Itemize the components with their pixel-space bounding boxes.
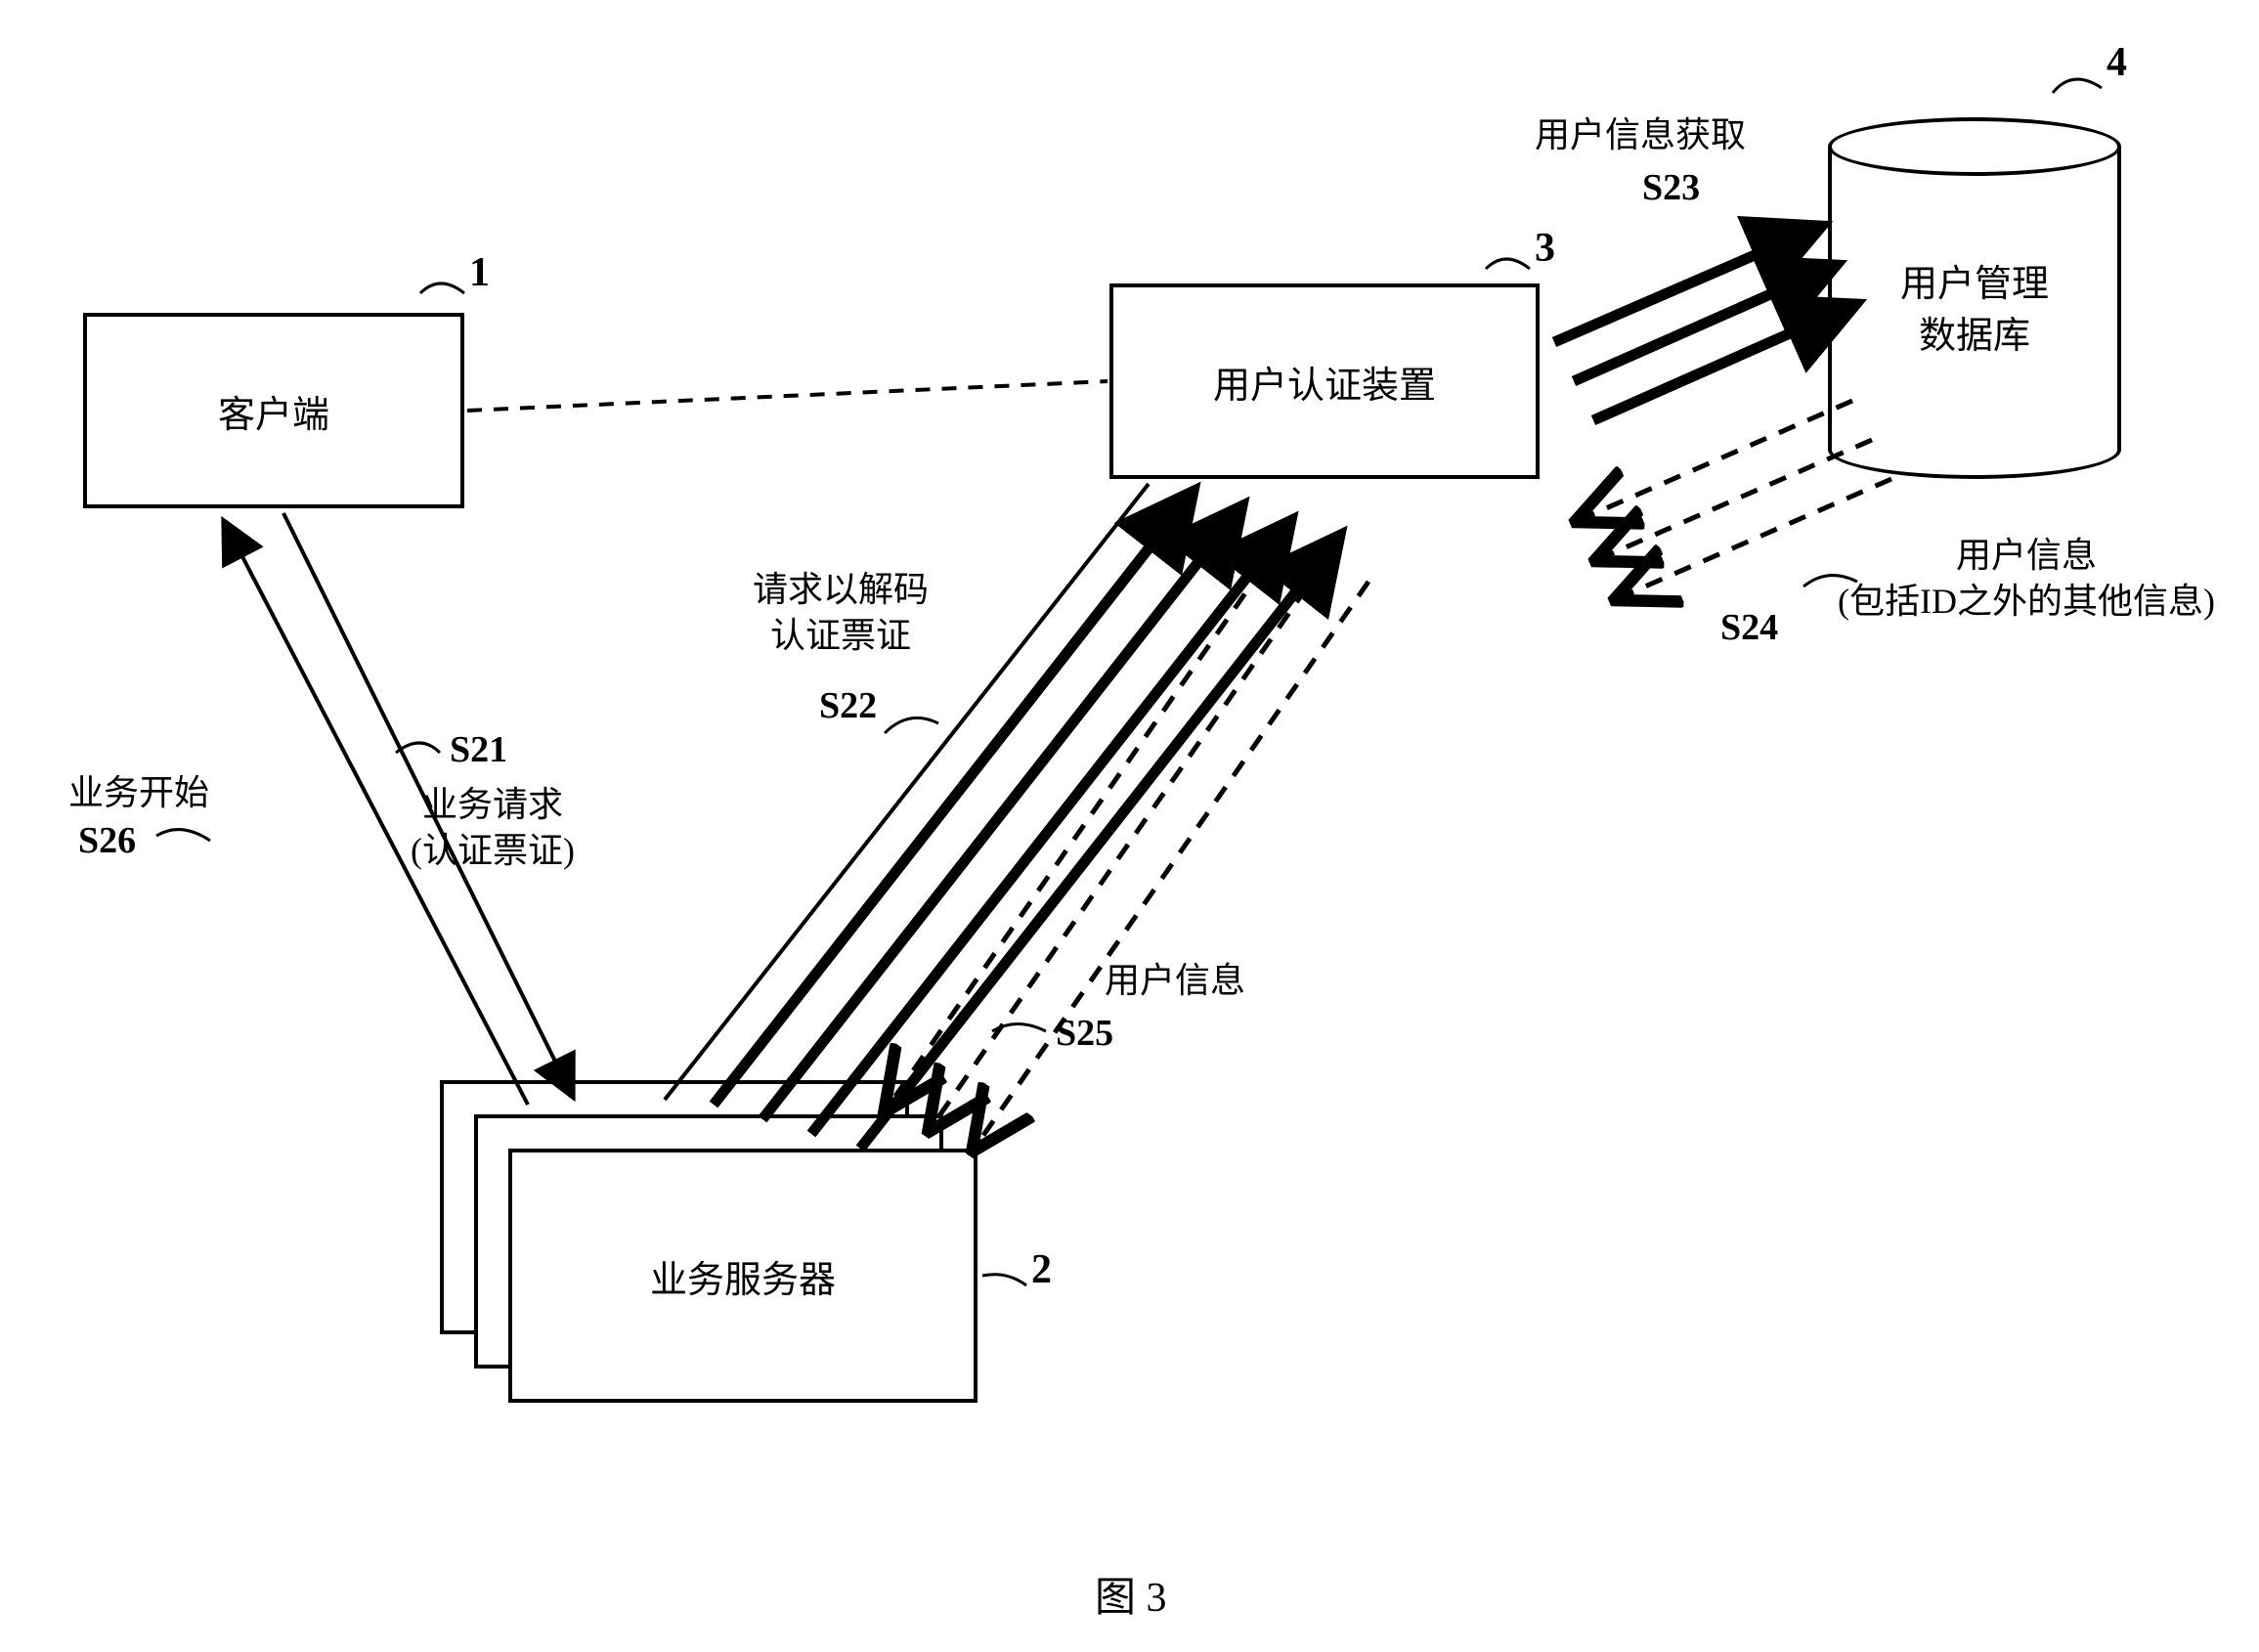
s21-sub: (认证票证)	[411, 828, 575, 874]
s24-step: S24	[1720, 606, 1778, 649]
s24-title: 用户信息	[1838, 533, 2215, 579]
s24-label: 用户信息 (包括ID之外的其他信息)	[1838, 533, 2215, 625]
s26-step: S26	[78, 819, 136, 862]
s22-step: S22	[819, 684, 877, 727]
s21-title: 业务请求	[411, 782, 575, 828]
diagram-container: 客户端 1 用户认证装置 3 用户管理数据库 4 业务服务器 2	[0, 0, 2259, 1652]
s23-step: S23	[1642, 166, 1700, 209]
server-num: 2	[1031, 1246, 1052, 1293]
s25-label: 用户信息	[1105, 958, 1245, 1004]
auth-label: 用户认证装置	[1213, 355, 1436, 409]
figure-caption: 图 3	[1095, 1564, 1167, 1624]
s23-label: 用户信息获取	[1535, 112, 1746, 158]
client-box: 客户端	[83, 313, 464, 508]
s25-step: S25	[1056, 1012, 1113, 1055]
client-label: 客户端	[218, 384, 329, 438]
db-num: 4	[2107, 39, 2127, 86]
db-cylinder: 用户管理数据库	[1828, 117, 2121, 479]
server-stack-1: 业务服务器	[508, 1149, 977, 1403]
s22-title: 请求以解码	[753, 567, 929, 613]
s26-label: 业务开始	[68, 770, 209, 816]
s21-label: 业务请求 (认证票证)	[411, 782, 575, 874]
s22-sub: 认证票证	[753, 613, 929, 659]
server-label: 业务服务器	[650, 1249, 836, 1303]
s26-title: 业务开始	[68, 773, 209, 812]
s22-label: 请求以解码 认证票证	[753, 567, 929, 659]
auth-box: 用户认证装置	[1109, 283, 1540, 479]
auth-num: 3	[1535, 225, 1555, 272]
s21-step: S21	[450, 728, 507, 771]
s24-sub: (包括ID之外的其他信息)	[1838, 579, 2215, 625]
db-label: 用户管理数据库	[1900, 259, 2049, 363]
client-num: 1	[469, 249, 490, 296]
